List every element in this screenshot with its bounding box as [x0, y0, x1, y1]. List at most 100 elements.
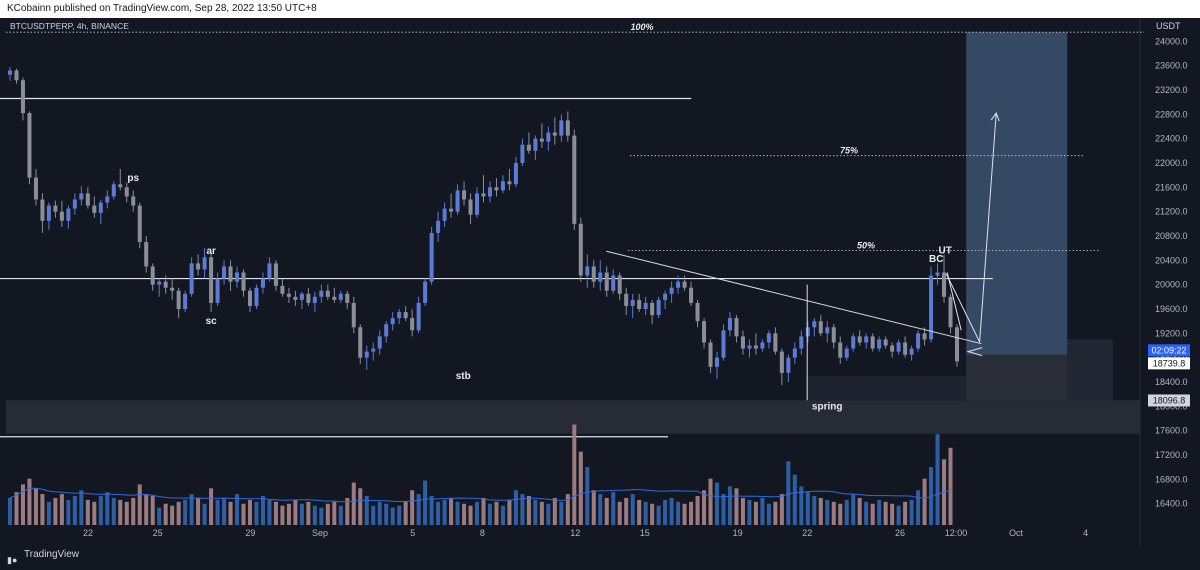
candle-body [734, 318, 739, 337]
candle-body [857, 336, 862, 343]
candle-body [883, 339, 888, 346]
y-tick-label: 20000.0 [1155, 280, 1188, 290]
volume-bar [740, 497, 745, 525]
volume-bar [721, 494, 726, 525]
volume-bar [747, 499, 752, 525]
volume-bar [877, 499, 882, 525]
volume-bar [565, 494, 570, 525]
candle-body [338, 293, 343, 300]
published-text: KCobainn published on TradingView.com, S… [7, 3, 317, 14]
volume-bar [611, 492, 616, 525]
volume-bar [390, 507, 395, 525]
volume-bar [241, 503, 246, 525]
volume-bar [364, 496, 369, 525]
candle-body [624, 293, 629, 306]
candle-body [358, 327, 363, 358]
symbol-label: BTCUSDTPERP, 4h, BINANCE [10, 21, 129, 31]
candle-body [98, 202, 103, 213]
volume-bar [358, 488, 363, 525]
volume-bar [118, 499, 123, 525]
candle-body [118, 184, 123, 188]
y-tick-label: 22800.0 [1155, 109, 1188, 119]
x-tick-label: 19 [733, 528, 743, 538]
range-box [1067, 339, 1113, 401]
candle-body [747, 345, 752, 349]
candle-body [786, 357, 791, 373]
level-label: 18096.8 [1153, 395, 1186, 405]
annotation-label: UT [939, 246, 952, 257]
brand-name[interactable]: TradingView [24, 549, 80, 560]
candle-body [150, 266, 155, 285]
volume-bar [397, 505, 402, 525]
volume-bar [436, 501, 441, 525]
volume-bar [786, 461, 791, 525]
candle-body [215, 278, 220, 303]
candle-body [371, 348, 376, 352]
candle-body [682, 281, 687, 288]
tradingview-logo-icon[interactable]: ▮● [7, 555, 18, 565]
volume-bar [760, 497, 765, 525]
candle-body [247, 290, 253, 306]
candle-body [260, 278, 265, 288]
volume-bar [124, 501, 129, 525]
volume-bar [559, 501, 564, 525]
fib-level-label: 75% [840, 146, 858, 156]
volume-bar [805, 492, 810, 525]
countdown-label: 02:09:22 [1151, 345, 1186, 355]
candle-body [196, 263, 201, 270]
volume-bar [403, 501, 408, 525]
candle-body [27, 113, 32, 178]
candle-body [46, 205, 51, 221]
y-tick-label: 21600.0 [1155, 182, 1188, 192]
volume-bar [202, 503, 207, 525]
volume-bar [247, 499, 253, 525]
volume-bar [98, 496, 103, 525]
volume-bar [572, 424, 577, 525]
volume-bar [682, 503, 687, 525]
candle-body [20, 80, 25, 114]
downtrend-line [606, 250, 982, 345]
candle-body [591, 266, 596, 282]
candle-body [851, 336, 856, 349]
volume-bar [857, 497, 862, 525]
candle-body [319, 290, 324, 297]
candle-body [137, 205, 142, 243]
volume-bar [150, 496, 155, 525]
candle-body [85, 193, 90, 206]
candle-body [656, 299, 661, 316]
volume-bar [306, 501, 311, 525]
candle-body [844, 348, 849, 358]
y-tick-label: 20800.0 [1155, 231, 1188, 241]
candle-body [753, 345, 758, 349]
volume-bar [293, 499, 298, 525]
volume-bar [215, 499, 220, 525]
y-tick-label: 17600.0 [1155, 426, 1188, 436]
candle-body [429, 232, 434, 282]
candle-body [33, 177, 38, 200]
candle-body [494, 187, 499, 191]
candle-body [864, 336, 869, 343]
candle-body [909, 348, 914, 355]
axis-layer: 24000.0 23600.0 23200.0 22800.0 22400.0 22000… [83, 36, 1190, 538]
y-tick-label: 16400.0 [1155, 499, 1188, 509]
volume-bar [481, 497, 486, 525]
candle-body [105, 196, 110, 203]
volume-bar [676, 501, 681, 525]
annotation-label: sc [206, 316, 218, 327]
candle-body [903, 342, 908, 355]
volume-bar [799, 486, 804, 525]
candle-body [792, 348, 797, 358]
volume-bar [85, 499, 90, 525]
volume-bar [260, 496, 265, 525]
candle-body [410, 318, 415, 331]
volume-bar [695, 496, 700, 525]
candle-body [714, 357, 720, 367]
y-tick-label: 19200.0 [1155, 328, 1188, 338]
candle-body [235, 272, 240, 282]
y-tick-label: 21200.0 [1155, 207, 1188, 217]
candle-body [922, 333, 927, 340]
x-tick-label: 15 [640, 528, 650, 538]
volume-bar [487, 503, 492, 525]
volume-bar [92, 501, 97, 525]
